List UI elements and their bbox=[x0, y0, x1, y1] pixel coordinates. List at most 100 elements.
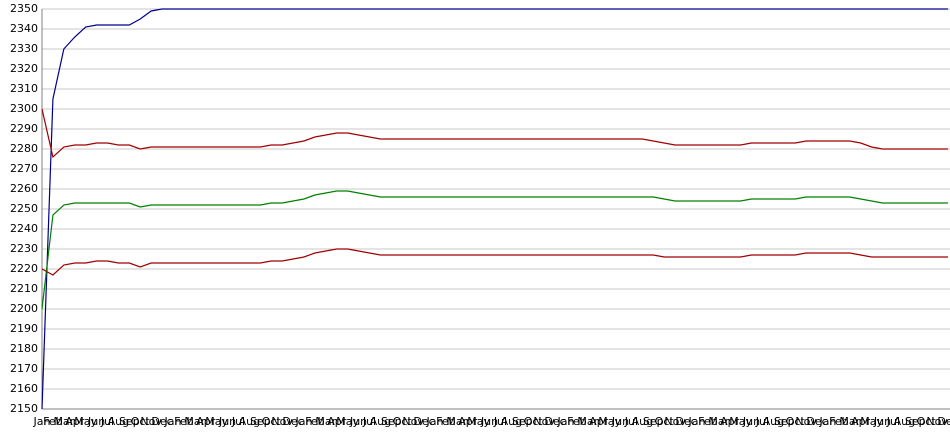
x-tick-label: Dec bbox=[544, 415, 565, 428]
x-tick-label: Aug bbox=[108, 415, 129, 428]
x-tick-label: Nov bbox=[926, 415, 948, 428]
x-tick-label: Aug bbox=[501, 415, 522, 428]
x-tick-label: Mar bbox=[315, 415, 336, 428]
y-tick-label: 2290 bbox=[10, 122, 38, 135]
x-tick-label: Jan bbox=[556, 415, 574, 428]
y-tick-label: 2150 bbox=[10, 402, 38, 415]
x-tick-label: Feb bbox=[436, 415, 455, 428]
x-tick-label: Apr bbox=[327, 415, 347, 428]
x-tick-label: Sep bbox=[381, 415, 402, 428]
series-line bbox=[41, 108, 948, 159]
x-tick-label: Mar bbox=[577, 415, 598, 428]
x-tick-label: Dec bbox=[151, 415, 172, 428]
x-tick-label: May bbox=[598, 415, 621, 428]
x-tick-label: Oct bbox=[786, 415, 806, 428]
x-tick-label: Jun bbox=[611, 415, 629, 428]
x-tick-label: Nov bbox=[795, 415, 817, 428]
series-line bbox=[41, 8, 948, 410]
x-tick-label: Sep bbox=[119, 415, 140, 428]
y-tick-label: 2190 bbox=[10, 322, 38, 335]
x-tick-label: Jun bbox=[87, 415, 105, 428]
x-tick-label: Jul bbox=[755, 415, 769, 428]
x-tick-label: Feb bbox=[174, 415, 193, 428]
x-tick-label: Aug bbox=[763, 415, 784, 428]
x-tick-label: Oct bbox=[524, 415, 544, 428]
x-tick-label: Feb bbox=[305, 415, 324, 428]
y-tick-label: 2350 bbox=[10, 2, 38, 15]
x-tick-label: May bbox=[336, 415, 359, 428]
x-tick-label: Feb bbox=[829, 415, 848, 428]
x-tick-label: Jan bbox=[294, 415, 312, 428]
x-tick-label: Nov bbox=[664, 415, 686, 428]
x-tick-label: Apr bbox=[720, 415, 740, 428]
x-tick-label: Jul bbox=[362, 415, 376, 428]
series-line bbox=[41, 248, 948, 276]
x-tick-label: Jan bbox=[425, 415, 443, 428]
x-tick-label: Jun bbox=[218, 415, 236, 428]
y-tick-label: 2180 bbox=[10, 342, 38, 355]
y-tick-label: 2300 bbox=[10, 102, 38, 115]
x-tick-label: Apr bbox=[589, 415, 609, 428]
x-tick-label: Jun bbox=[349, 415, 367, 428]
y-tick-label: 2200 bbox=[10, 302, 38, 315]
x-tick-label: Aug bbox=[239, 415, 260, 428]
x-tick-label: Nov bbox=[533, 415, 555, 428]
y-tick-label: 2220 bbox=[10, 262, 38, 275]
y-tick-label: 2170 bbox=[10, 362, 38, 375]
x-tick-label: Mar bbox=[446, 415, 467, 428]
x-tick-label: Jul bbox=[231, 415, 245, 428]
x-tick-label: Nov bbox=[402, 415, 424, 428]
x-tick-label: Oct bbox=[131, 415, 151, 428]
x-tick-label: Feb bbox=[698, 415, 717, 428]
x-tick-label: Sep bbox=[512, 415, 533, 428]
y-tick-label: 2160 bbox=[10, 382, 38, 395]
x-tick-label: Jul bbox=[624, 415, 638, 428]
x-tick-label: Aug bbox=[632, 415, 653, 428]
x-tick-label: Dec bbox=[413, 415, 434, 428]
x-tick-label: Nov bbox=[271, 415, 293, 428]
x-tick-label: May bbox=[729, 415, 752, 428]
x-tick-label: Dec bbox=[282, 415, 303, 428]
y-tick-label: 2320 bbox=[10, 62, 38, 75]
x-tick-label: Oct bbox=[262, 415, 282, 428]
x-tick-label: Feb bbox=[43, 415, 62, 428]
x-tick-label: Dec bbox=[937, 415, 950, 428]
x-tick-label: Jun bbox=[742, 415, 760, 428]
x-tick-label: Jan bbox=[33, 415, 51, 428]
x-tick-label: Jun bbox=[480, 415, 498, 428]
y-tick-label: 2340 bbox=[10, 22, 38, 35]
x-tick-label: Apr bbox=[65, 415, 85, 428]
y-tick-label: 2270 bbox=[10, 162, 38, 175]
x-tick-label: Jul bbox=[493, 415, 507, 428]
x-tick-label: Sep bbox=[250, 415, 271, 428]
x-tick-label: May bbox=[74, 415, 97, 428]
series-line bbox=[41, 190, 948, 310]
x-tick-label: Apr bbox=[851, 415, 871, 428]
x-tick-label: Oct bbox=[655, 415, 675, 428]
x-tick-label: Mar bbox=[53, 415, 74, 428]
y-tick-label: 2230 bbox=[10, 242, 38, 255]
x-tick-label: Jan bbox=[687, 415, 705, 428]
x-tick-label: Mar bbox=[184, 415, 205, 428]
y-tick-label: 2260 bbox=[10, 182, 38, 195]
x-tick-label: Nov bbox=[140, 415, 162, 428]
x-tick-label: Sep bbox=[774, 415, 795, 428]
x-tick-label: May bbox=[205, 415, 228, 428]
y-tick-label: 2280 bbox=[10, 142, 38, 155]
x-tick-label: Apr bbox=[196, 415, 216, 428]
y-tick-label: 2250 bbox=[10, 202, 38, 215]
y-tick-label: 2310 bbox=[10, 82, 38, 95]
x-tick-label: Oct bbox=[393, 415, 413, 428]
x-tick-label: Jan bbox=[818, 415, 836, 428]
x-tick-label: Feb bbox=[567, 415, 586, 428]
x-tick-label: Dec bbox=[675, 415, 696, 428]
x-tick-label: Mar bbox=[708, 415, 729, 428]
x-tick-label: May bbox=[860, 415, 883, 428]
x-tick-label: Jan bbox=[164, 415, 182, 428]
x-tick-label: Sep bbox=[643, 415, 664, 428]
x-tick-label: Dec bbox=[806, 415, 827, 428]
y-tick-label: 2240 bbox=[10, 222, 38, 235]
x-tick-label: Aug bbox=[894, 415, 915, 428]
